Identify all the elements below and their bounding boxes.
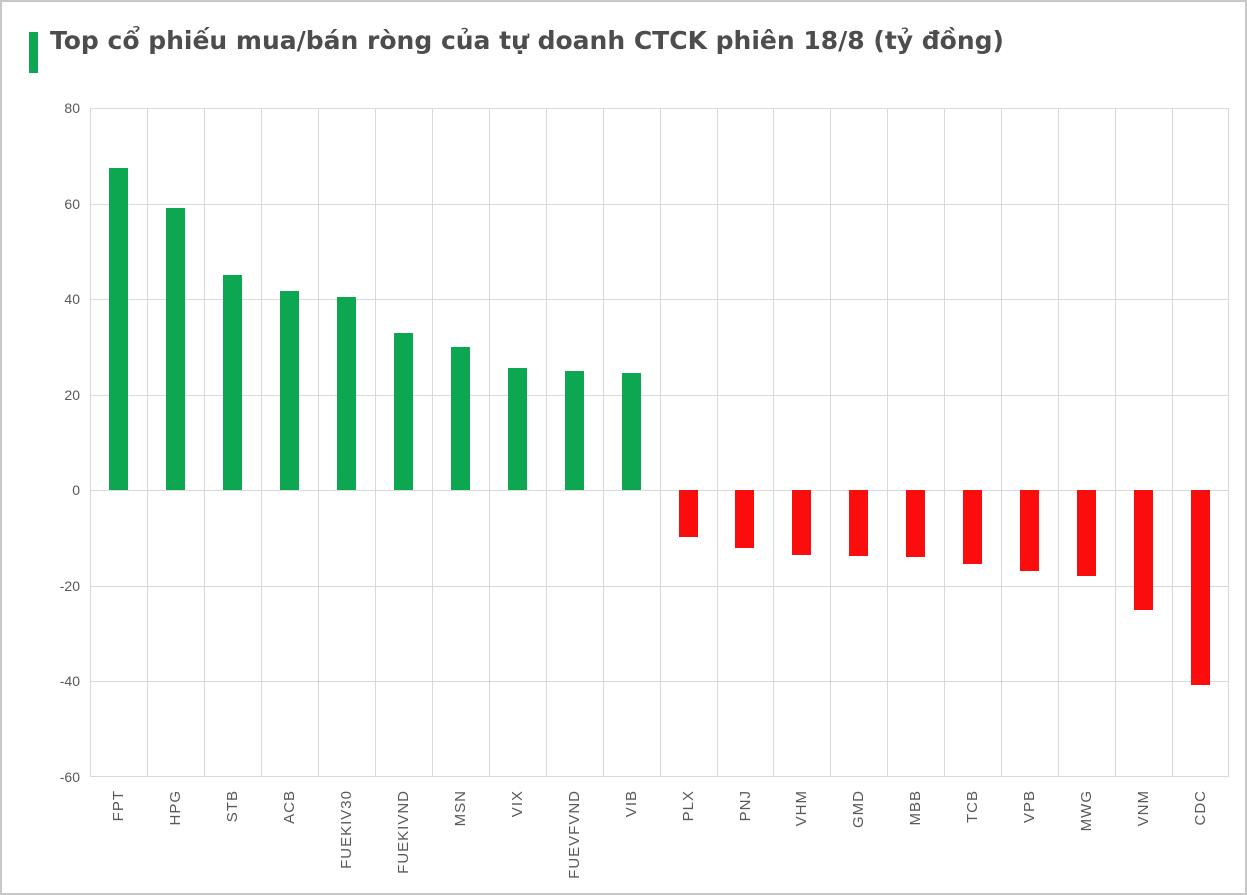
x-axis-label-TCB: TCB [944, 790, 1001, 823]
x-axis-label-text: ACB [280, 790, 298, 824]
y-tick-label: 20 [64, 386, 80, 403]
x-axis-label-VNM: VNM [1115, 790, 1172, 826]
x-axis-label-VIX: VIX [489, 790, 546, 817]
bar-VIB [621, 372, 641, 491]
v-gridline [545, 108, 547, 777]
x-axis-label-CDC: CDC [1172, 790, 1229, 826]
x-axis-label-text: MSN [451, 790, 469, 827]
bar-STB [222, 275, 242, 491]
x-axis-label-ACB: ACB [261, 790, 318, 824]
y-tick-label: 80 [64, 100, 80, 116]
bar-VIX [507, 368, 527, 491]
x-axis-label-text: VIX [508, 790, 526, 818]
y-tick-label: -20 [59, 577, 80, 594]
x-axis-label-PLX: PLX [660, 790, 717, 821]
bar-MBB [906, 490, 926, 558]
x-axis-label-text: HPG [166, 790, 184, 826]
v-gridline [90, 108, 91, 777]
x-axis-label-text: FUEKIVND [394, 790, 412, 874]
bar-GMD [849, 490, 869, 557]
x-axis-label-text: GMD [850, 790, 868, 828]
bar-PLX [678, 490, 698, 538]
v-gridline [431, 108, 433, 777]
bar-VNM [1134, 490, 1154, 610]
x-axis-label-FUEVFVND: FUEVFVND [546, 790, 603, 879]
x-axis-label-GMD: GMD [830, 790, 887, 828]
v-gridline [1058, 108, 1060, 777]
x-axis-label-text: FUEKIV30 [337, 790, 355, 869]
bar-VHM [792, 490, 812, 556]
x-axis-label-text: MWG [1078, 790, 1096, 832]
x-axis-label-MBB: MBB [887, 790, 944, 826]
v-gridline [830, 108, 832, 777]
bar-FPT [109, 168, 128, 491]
bar-HPG [165, 208, 185, 491]
v-gridline [260, 108, 262, 777]
bar-MSN [450, 346, 470, 491]
v-gridline [1115, 108, 1117, 777]
y-tick-label: 40 [64, 291, 80, 308]
x-axis-label-FUEKIVND: FUEKIVND [375, 790, 432, 874]
v-gridline [203, 108, 205, 777]
bar-FUEKIV30 [336, 296, 356, 491]
v-gridline [147, 108, 148, 777]
v-gridline [1172, 108, 1173, 777]
x-axis-label-text: STB [223, 790, 241, 823]
v-gridline [887, 108, 889, 777]
x-axis-label-VPB: VPB [1001, 790, 1058, 823]
x-axis-label-FUEKIV30: FUEKIV30 [318, 790, 375, 869]
v-gridline [488, 108, 490, 777]
bar-TCB [963, 490, 983, 565]
x-axis-label-text: VIB [622, 790, 640, 818]
x-axis-label-text: TCB [964, 790, 982, 823]
v-gridline [374, 108, 376, 777]
x-axis-label-MWG: MWG [1058, 790, 1115, 831]
v-gridline [317, 108, 319, 777]
x-axis-label-STB: STB [204, 790, 261, 822]
v-gridline [773, 108, 775, 777]
x-axis-label-text: FUEVFVND [565, 790, 583, 879]
x-axis-label-FPT: FPT [90, 790, 147, 821]
bar-FUEKIVND [393, 332, 413, 491]
v-gridline [716, 108, 718, 777]
y-tick-label: -60 [59, 769, 80, 785]
x-axis-label-HPG: HPG [147, 790, 204, 826]
y-tick-label: 0 [72, 482, 80, 499]
plot-area [90, 108, 1229, 777]
bar-PNJ [735, 490, 755, 548]
v-gridline [944, 108, 946, 777]
bar-FUEVFVND [564, 370, 584, 491]
v-gridline [1001, 108, 1003, 777]
x-axis-label-text: CDC [1192, 790, 1209, 826]
v-gridline [1228, 108, 1229, 777]
x-axis-label-VHM: VHM [773, 790, 830, 826]
x-axis-label-PNJ: PNJ [717, 790, 774, 821]
bar-VPB [1020, 490, 1040, 572]
bar-CDC [1191, 490, 1210, 685]
x-axis-label-text: MBB [907, 790, 925, 826]
x-axis-label-MSN: MSN [432, 790, 489, 826]
title-accent-bar [29, 32, 38, 73]
x-axis-label-text: PNJ [736, 790, 754, 822]
x-axis-label-text: VHM [793, 790, 811, 827]
x-axis-label-text: FPT [110, 790, 127, 822]
x-axis-label-text: VNM [1135, 790, 1153, 827]
v-gridline [602, 108, 604, 777]
bar-ACB [279, 290, 299, 491]
x-axis-label-VIB: VIB [603, 790, 660, 817]
x-axis-label-text: PLX [679, 790, 697, 822]
chart-title: Top cổ phiếu mua/bán ròng của tự doanh C… [50, 26, 1004, 55]
y-tick-label: -40 [59, 673, 80, 690]
x-axis-label-text: VPB [1021, 790, 1039, 824]
v-gridline [659, 108, 661, 777]
bar-MWG [1077, 490, 1097, 577]
y-tick-label: 60 [64, 195, 80, 212]
